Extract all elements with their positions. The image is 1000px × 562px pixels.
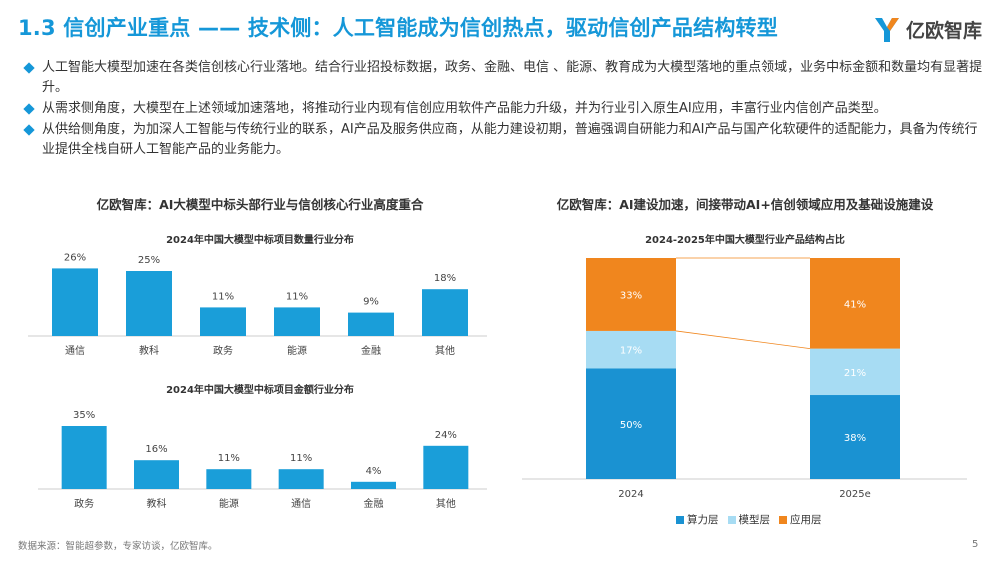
amount-value-label: 24% xyxy=(435,430,457,441)
amount-bar xyxy=(134,460,179,489)
chart-legend: 算力层 模型层 应用层 xyxy=(676,512,831,527)
amount-category-label: 教科 xyxy=(147,497,167,510)
structure-segment xyxy=(586,368,676,479)
structure-segment-label: 50% xyxy=(620,420,642,431)
count-category-label: 通信 xyxy=(65,345,85,357)
structure-segment-label: 17% xyxy=(620,346,642,357)
logo-text: 亿欧智库 xyxy=(906,19,983,42)
legend-swatch-model xyxy=(727,515,736,524)
count-bar xyxy=(348,312,394,336)
bullet-item: 人工智能大模型加速在各类信创核心行业落地。结合行业招投标数据，政务、金融、电信 … xyxy=(23,58,984,98)
amount-value-label: 16% xyxy=(145,444,167,455)
legend-swatch-compute xyxy=(676,515,684,524)
legend-label: 模型层 xyxy=(738,514,771,526)
count-value-label: 11% xyxy=(212,291,234,302)
count-category-label: 能源 xyxy=(287,344,307,357)
chart-title-count: 2024年中国大模型中标项目数量行业分布 xyxy=(166,235,354,246)
chart-title-amount: 2024年中国大模型中标项目金额行业分布 xyxy=(166,385,354,396)
structure-segment xyxy=(810,395,900,479)
legend-item-compute: 算力层 xyxy=(676,512,719,527)
structure-segment-label: 38% xyxy=(844,433,866,444)
logo: 亿欧智库 xyxy=(872,14,982,44)
structure-segment xyxy=(810,348,900,396)
amount-value-label: 11% xyxy=(218,453,240,464)
amount-bar xyxy=(61,426,107,489)
structure-segment-label: 33% xyxy=(620,290,642,301)
legend-label: 算力层 xyxy=(687,514,719,526)
amount-value-label: 4% xyxy=(366,466,382,477)
count-value-label: 26% xyxy=(64,252,86,263)
right-chart-heading: 亿欧智库：AI建设加速，间接带动AI+信创领域应用及基础设施建设 xyxy=(556,197,934,212)
amount-value-label: 11% xyxy=(290,453,312,464)
bullet-text: 从需求侧角度，大模型在上述领域加速落地，将推动行业内现有信创应用软件产品能力升级… xyxy=(42,101,887,116)
count-bar xyxy=(422,289,468,336)
bullet-item: 从供给侧角度，为加深人工智能与传统行业的联系，AI产品及服务供应商，从能力建设初… xyxy=(23,120,984,160)
amount-bar xyxy=(351,481,396,489)
count-value-label: 9% xyxy=(363,297,379,308)
logo-icon xyxy=(875,18,899,42)
bullet-text: 人工智能大模型加速在各类信创核心行业落地。结合行业招投标数据，政务、金融、电信 … xyxy=(42,60,983,95)
structure-segment xyxy=(586,330,676,369)
count-value-label: 25% xyxy=(138,255,160,266)
bullet-list: 人工智能大模型加速在各类信创核心行业落地。结合行业招投标数据，政务、金融、电信 … xyxy=(23,58,984,161)
bullet-item: 从需求侧角度，大模型在上述领域加速落地，将推动行业内现有信创应用软件产品能力升级… xyxy=(23,99,984,119)
count-category-label: 教科 xyxy=(139,344,159,357)
count-category-label: 政务 xyxy=(213,344,233,357)
count-bar xyxy=(52,268,98,336)
structure-segment xyxy=(586,258,676,331)
count-bar xyxy=(126,271,172,336)
count-bar xyxy=(274,307,320,336)
count-value-label: 11% xyxy=(286,291,308,302)
structure-category-label: 2025e xyxy=(839,489,871,500)
structure-segment-label: 21% xyxy=(844,368,866,379)
legend-item-app: 应用层 xyxy=(779,512,822,527)
structure-category-label: 2024 xyxy=(618,489,643,500)
count-category-label: 其他 xyxy=(435,344,455,357)
legend-swatch-app xyxy=(779,515,787,524)
chart-title-structure: 2024-2025年中国大模型行业产品结构占比 xyxy=(645,235,845,246)
amount-category-label: 通信 xyxy=(291,498,311,510)
amount-value-label: 35% xyxy=(73,410,95,421)
count-value-label: 18% xyxy=(434,273,456,284)
bullet-text: 从供给侧角度，为加深人工智能与传统行业的联系，AI产品及服务供应商，从能力建设初… xyxy=(42,122,978,157)
amount-bar xyxy=(278,469,324,489)
amount-bar xyxy=(423,445,469,489)
legend-item-model: 模型层 xyxy=(727,512,771,527)
amount-category-label: 其他 xyxy=(436,497,456,510)
structure-connector-line xyxy=(675,330,811,350)
page-number: 5 xyxy=(972,539,979,550)
amount-category-label: 金融 xyxy=(364,497,384,510)
amount-category-label: 政务 xyxy=(74,497,94,510)
structure-segment-label: 41% xyxy=(844,299,866,310)
legend-label: 应用层 xyxy=(790,514,822,526)
page-title: 1.3 信创产业重点 —— 技术侧：人工智能成为信创热点，驱动信创产品结构转型 xyxy=(18,16,778,40)
amount-bar xyxy=(206,469,252,489)
count-category-label: 金融 xyxy=(361,344,381,357)
left-chart-heading: 亿欧智库：AI大模型中标头部行业与信创核心行业高度重合 xyxy=(96,197,424,212)
structure-segment xyxy=(810,258,900,349)
amount-category-label: 能源 xyxy=(219,497,239,510)
data-source: 数据来源：智能超参数，专家访谈，亿欧智库。 xyxy=(18,541,218,552)
count-bar xyxy=(200,307,246,336)
